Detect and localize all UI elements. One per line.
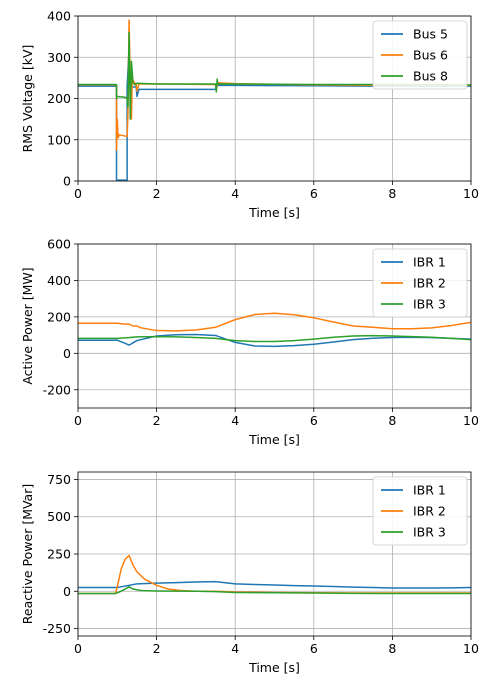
y-tick-label: -200 (43, 382, 71, 397)
y-tick-label: 750 (47, 472, 71, 487)
x-tick-label: 0 (74, 186, 82, 201)
x-tick-label: 10 (463, 641, 479, 656)
x-axis-label: Time [s] (248, 660, 300, 675)
legend-label: IBR 2 (413, 504, 446, 519)
y-axis-label: Reactive Power [MVar] (20, 484, 35, 624)
legend-label: IBR 1 (413, 255, 446, 270)
y-tick-label: 600 (47, 237, 71, 252)
y-tick-label: 100 (47, 132, 71, 147)
x-tick-label: 2 (153, 413, 161, 428)
legend-box (372, 20, 468, 90)
legend: IBR 1 IBR 2 IBR 3 (372, 476, 468, 546)
y-tick-label: 400 (47, 9, 71, 24)
x-tick-label: 8 (388, 641, 396, 656)
y-tick-label: 500 (47, 509, 71, 524)
x-tick-label: 6 (310, 186, 318, 201)
x-tick-label: 10 (463, 413, 479, 428)
legend-label: Bus 5 (413, 27, 448, 42)
x-tick-label: 2 (153, 641, 161, 656)
legend-box (372, 248, 468, 318)
legend-box (372, 476, 468, 546)
x-tick-label: 0 (74, 413, 82, 428)
y-tick-label: 0 (63, 174, 71, 189)
x-tick-label: 6 (310, 413, 318, 428)
y-tick-label: 0 (63, 584, 71, 599)
legend-label: Bus 8 (413, 69, 448, 84)
x-axis-label: Time [s] (248, 205, 300, 220)
x-tick-label: 8 (388, 186, 396, 201)
y-tick-label: 200 (47, 309, 71, 324)
legend-label: IBR 2 (413, 276, 446, 291)
legend: Bus 5 Bus 6 Bus 8 (372, 20, 468, 90)
legend-label: IBR 3 (413, 297, 446, 312)
x-tick-label: 8 (388, 413, 396, 428)
y-tick-label: 400 (47, 273, 71, 288)
legend: IBR 1 IBR 2 IBR 3 (372, 248, 468, 318)
x-tick-label: 10 (463, 186, 479, 201)
x-tick-label: 4 (231, 186, 239, 201)
series-line-ibr-3 (78, 586, 471, 595)
legend-label: IBR 3 (413, 525, 446, 540)
y-axis-label: RMS Voltage [kV] (20, 45, 35, 153)
series-line-ibr-1 (78, 580, 471, 589)
legend-label: Bus 6 (413, 48, 448, 63)
chart-panel-2: 0 2 4 6 8 10 -200 0 200 400 600 Time [s] Active Powe… (20, 237, 479, 448)
series-line-bus-8 (78, 31, 471, 120)
x-axis-label: Time [s] (248, 432, 300, 447)
x-tick-label: 2 (153, 186, 161, 201)
x-tick-label: 4 (231, 413, 239, 428)
y-tick-label: 250 (47, 547, 71, 562)
x-tick-label: 4 (231, 641, 239, 656)
y-tick-label: 0 (63, 346, 71, 361)
x-tick-label: 0 (74, 641, 82, 656)
series-line-ibr-2 (78, 312, 471, 332)
series-line-ibr-3 (78, 334, 471, 343)
y-tick-label: 300 (47, 50, 71, 65)
axes-frame (77, 243, 472, 409)
y-tick-label: 200 (47, 91, 71, 106)
y-axis-label: Active Power [MW] (20, 267, 35, 384)
series-line-ibr-1 (78, 333, 471, 348)
y-tick-label: -250 (43, 621, 71, 636)
x-tick-label: 6 (310, 641, 318, 656)
legend-label: IBR 1 (413, 483, 446, 498)
